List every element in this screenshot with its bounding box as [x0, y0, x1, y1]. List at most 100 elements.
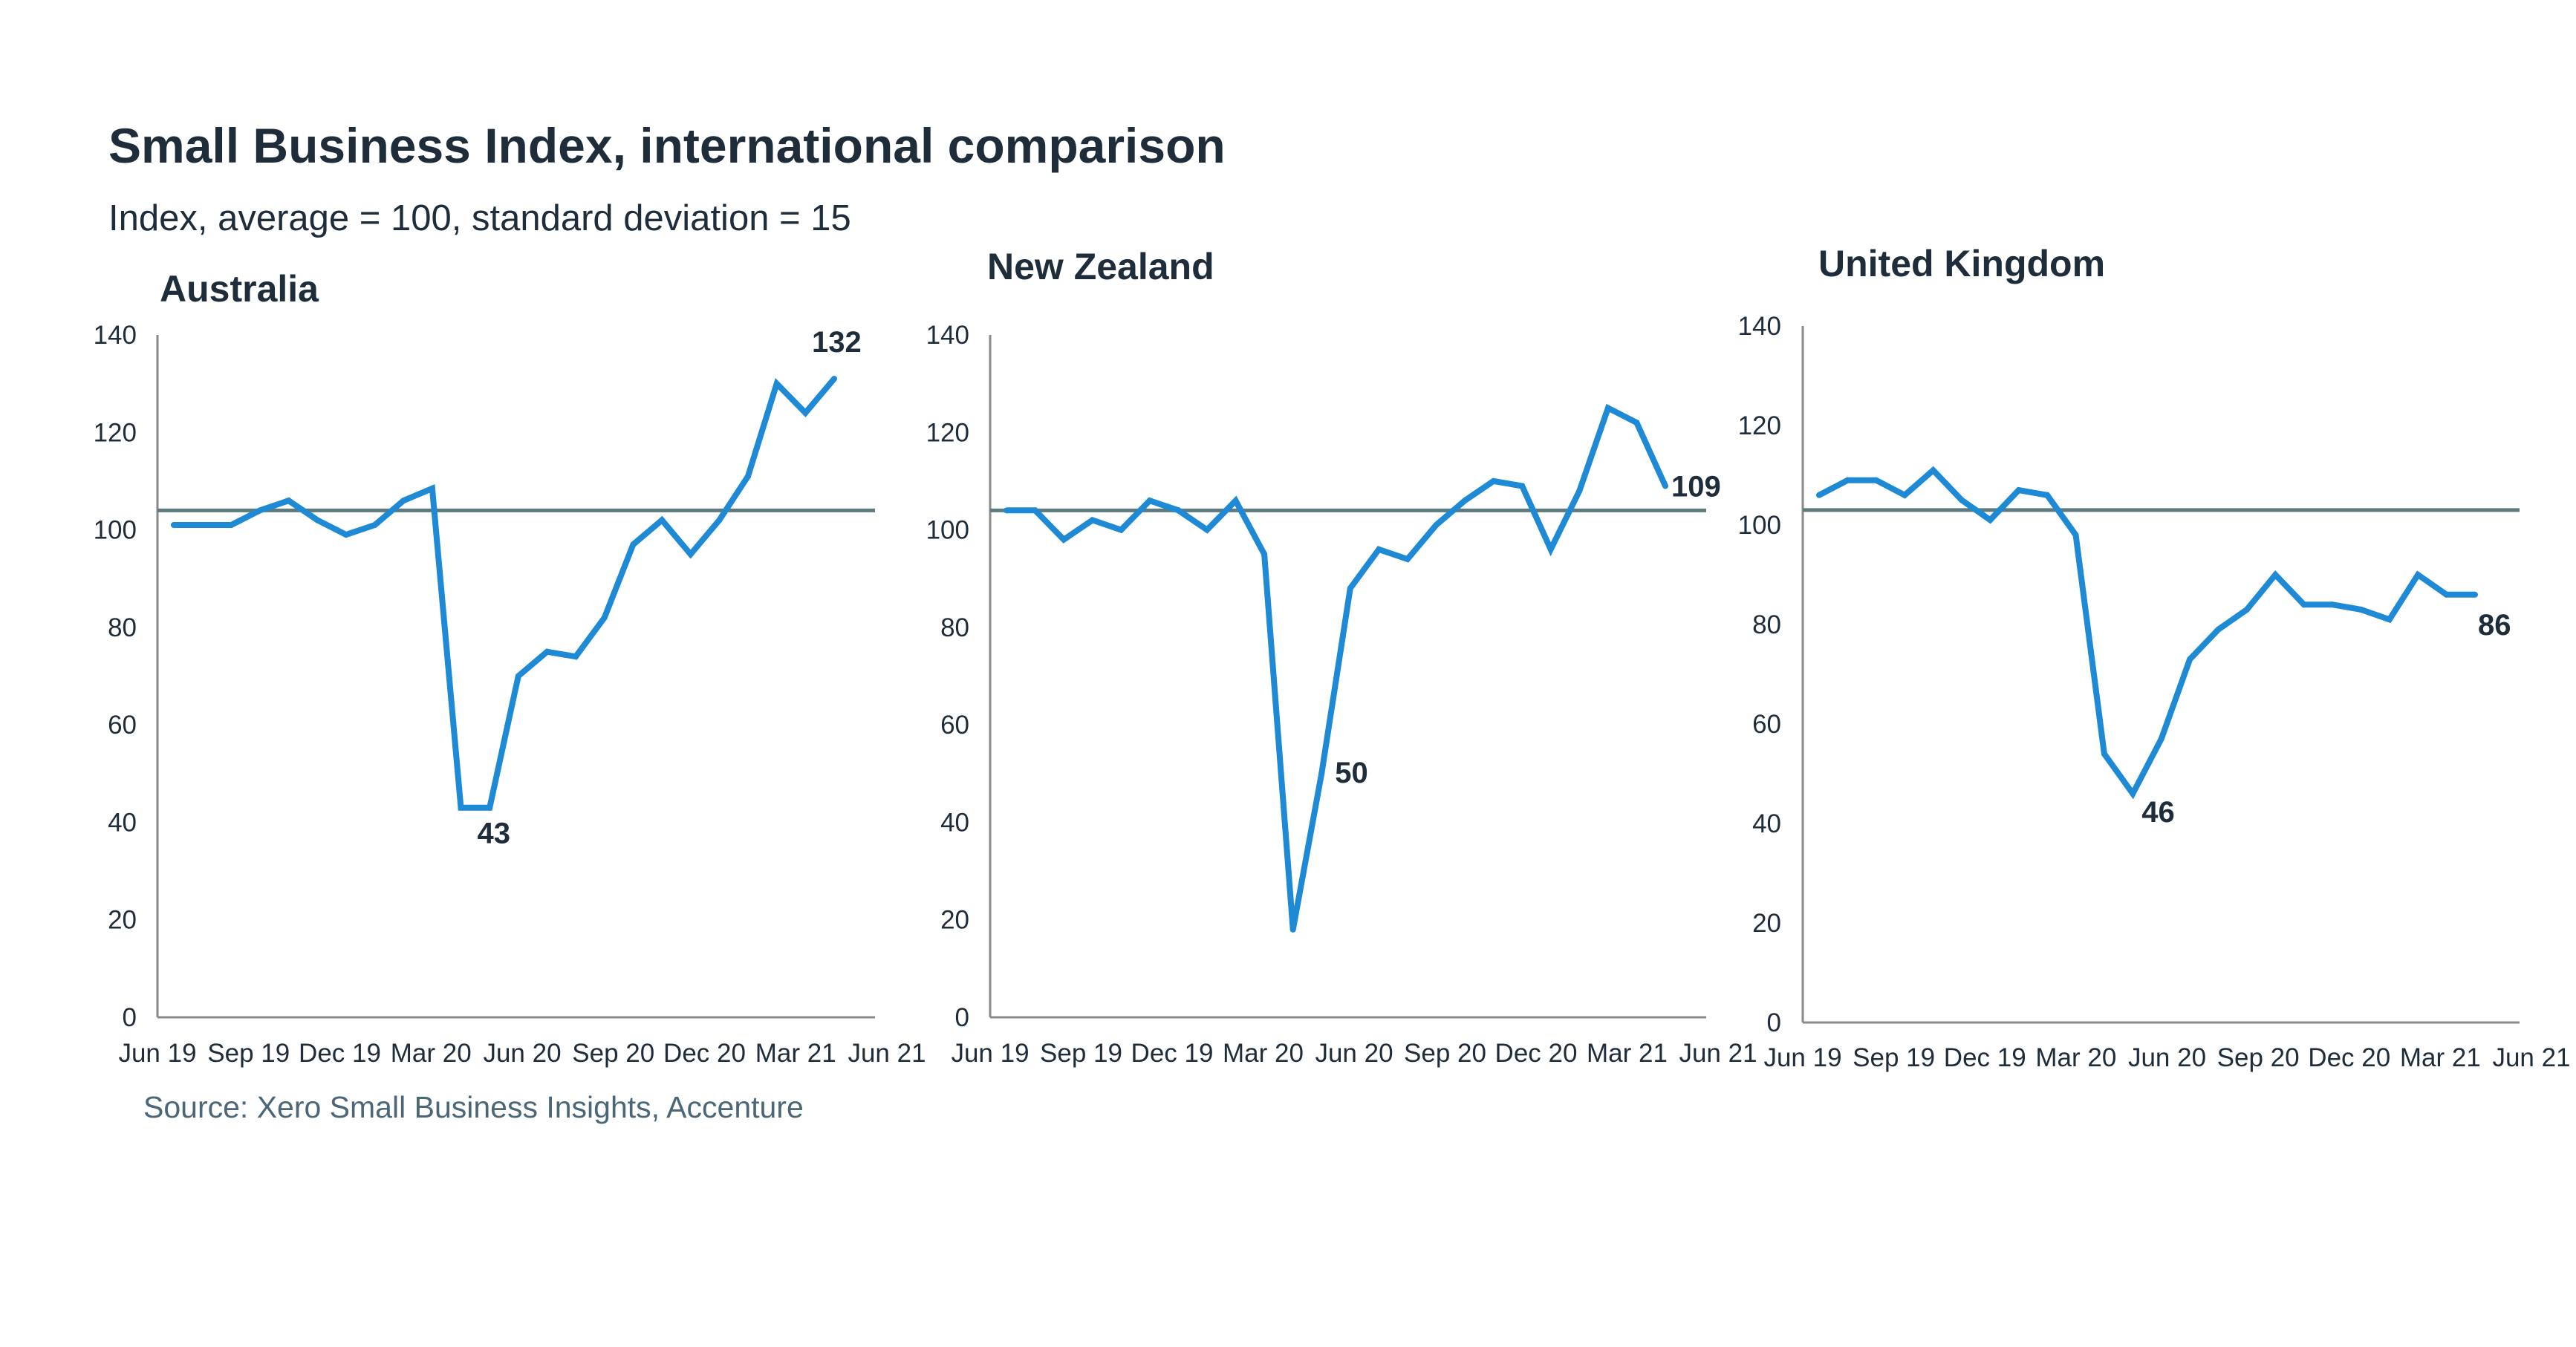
series-line-new-zealand	[1006, 403, 1668, 930]
x-tick-label: Dec 19	[1944, 1043, 2026, 1072]
data-point	[285, 498, 292, 504]
y-tick-label: 0	[123, 1003, 137, 1032]
data-point	[1873, 477, 1879, 483]
data-point	[1089, 517, 1096, 524]
data-point	[1633, 420, 1640, 426]
x-tick-label: Mar 21	[2400, 1043, 2481, 1072]
data-point	[2187, 656, 2193, 662]
data-point	[1490, 477, 1497, 484]
page-subtitle: Index, average = 100, standard deviation…	[108, 198, 851, 238]
y-tick-label: 20	[940, 906, 969, 935]
data-label: 132	[812, 326, 862, 359]
data-point	[314, 517, 321, 524]
y-tick-label: 40	[940, 808, 969, 837]
y-tick-label: 100	[926, 516, 969, 545]
data-point	[773, 380, 780, 387]
x-tick-label: Jun 19	[1763, 1043, 1841, 1072]
data-point	[1261, 551, 1268, 558]
data-point	[1032, 507, 1038, 514]
data-point	[2472, 591, 2478, 598]
data-point	[2358, 606, 2364, 613]
y-tick-label: 40	[1752, 809, 1781, 838]
data-point	[2101, 751, 2107, 757]
data-label: 46	[2141, 796, 2175, 829]
data-point	[687, 551, 694, 558]
data-label: 109	[1671, 470, 1721, 503]
data-point	[1289, 926, 1296, 933]
y-tick-label: 140	[926, 321, 969, 350]
y-tick-label: 120	[926, 418, 969, 447]
data-point	[573, 653, 579, 660]
panel-title-united-kingdom: United Kingdom	[1818, 243, 2105, 284]
data-label: 86	[2478, 609, 2511, 642]
x-tick-label: Sep 19	[1853, 1043, 1935, 1072]
data-point	[1404, 555, 1411, 562]
y-tick-label: 120	[1738, 411, 1781, 440]
data-point	[2158, 736, 2164, 743]
y-tick-label: 20	[1752, 909, 1781, 938]
data-point	[802, 410, 809, 417]
data-point	[342, 532, 349, 538]
data-point	[659, 517, 666, 524]
x-tick-label: Jun 21	[2492, 1043, 2570, 1072]
data-point	[487, 804, 493, 811]
x-tick-label: Dec 20	[663, 1039, 746, 1068]
x-tick-label: Jun 19	[951, 1039, 1029, 1068]
y-tick-label: 60	[108, 711, 137, 740]
data-point	[1146, 498, 1153, 504]
data-point	[256, 507, 263, 514]
data-point	[1433, 522, 1440, 529]
y-tick-label: 60	[940, 711, 969, 740]
data-point	[515, 673, 521, 679]
x-tick-label: Dec 20	[1495, 1039, 1578, 1068]
data-point	[458, 804, 464, 811]
data-point	[2215, 626, 2222, 633]
data-point	[2300, 601, 2307, 608]
series-line-united-kingdom	[1818, 466, 2475, 800]
data-point	[601, 614, 608, 621]
x-tick-label: Dec 19	[1131, 1039, 1214, 1068]
data-point	[2272, 572, 2279, 578]
data-point	[716, 517, 723, 524]
data-point	[630, 541, 637, 548]
y-tick-label: 60	[1752, 710, 1781, 739]
source-note: Source: Xero Small Business Insights, Ac…	[143, 1090, 804, 1124]
x-tick-label: Mar 20	[391, 1039, 472, 1068]
x-tick-label: Mar 21	[755, 1039, 836, 1068]
y-tick-label: 0	[1767, 1008, 1781, 1037]
x-tick-label: Sep 19	[1040, 1039, 1122, 1068]
data-point	[228, 522, 235, 529]
panel-title-new-zealand: New Zealand	[987, 246, 1214, 287]
data-point	[1547, 546, 1554, 552]
data-point	[1519, 483, 1526, 489]
data-label: 50	[1335, 757, 1368, 789]
data-point	[199, 522, 206, 529]
x-tick-label: Sep 20	[1404, 1039, 1486, 1068]
data-point	[429, 485, 435, 492]
data-point	[1376, 546, 1382, 552]
data-point	[831, 376, 837, 382]
data-point	[2044, 492, 2051, 498]
data-point	[1844, 477, 1851, 483]
data-point	[2015, 487, 2022, 494]
x-tick-label: Jun 20	[483, 1039, 561, 1068]
y-tick-label: 120	[94, 418, 137, 447]
data-point	[1576, 488, 1583, 495]
x-tick-label: Jun 21	[848, 1039, 926, 1068]
x-tick-label: Dec 19	[299, 1039, 381, 1068]
y-tick-label: 40	[108, 808, 137, 837]
y-tick-label: 140	[1738, 312, 1781, 341]
data-point	[1604, 405, 1611, 411]
panel-title-australia: Australia	[160, 268, 319, 310]
x-tick-label: Mar 20	[1223, 1039, 1304, 1068]
x-tick-label: Sep 20	[572, 1039, 654, 1068]
data-point	[2072, 532, 2079, 538]
data-point	[1662, 483, 1668, 489]
y-tick-label: 20	[108, 906, 137, 935]
x-tick-label: Mar 20	[2035, 1043, 2116, 1072]
data-point	[1232, 498, 1239, 504]
data-point	[1347, 585, 1353, 592]
y-tick-label: 80	[108, 613, 137, 642]
data-point	[1318, 770, 1325, 777]
